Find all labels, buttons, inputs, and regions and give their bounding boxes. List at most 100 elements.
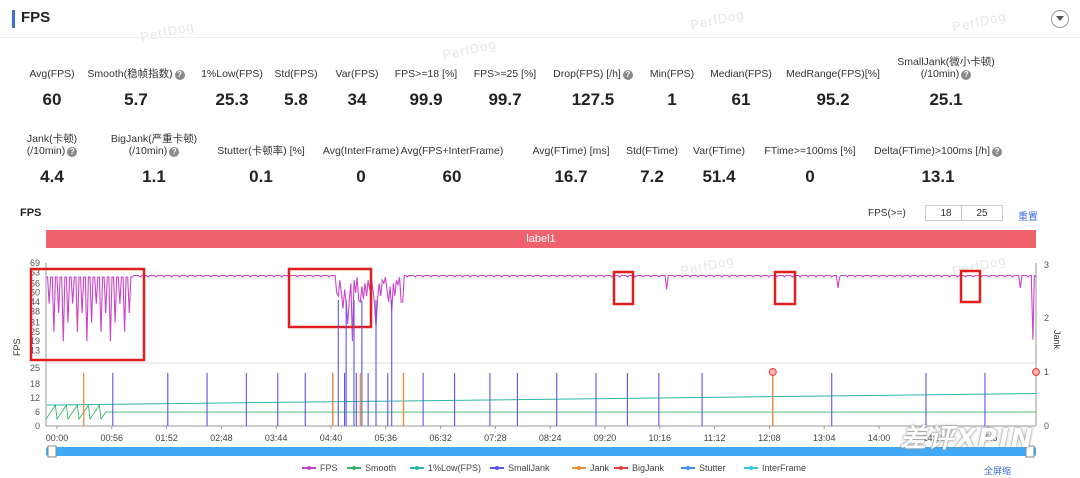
metric-label: SmallJank(微小卡顿) <box>881 56 1011 68</box>
metric-value: 16.7 <box>554 167 588 186</box>
right-axis-title: Jank <box>1052 330 1062 350</box>
x-tick-label: 13:04 <box>813 433 836 443</box>
threshold-25-input[interactable] <box>961 205 1003 221</box>
metric-row1-0: Avg(FPS) 60 <box>0 68 117 109</box>
help-icon[interactable]: ? <box>169 147 180 157</box>
metric-label-text: Jank(卡顿) <box>26 133 78 145</box>
metric-label-text: FPS>=25 [%] <box>473 68 537 80</box>
legend-label: Smooth <box>365 463 396 473</box>
fullscreen-link[interactable]: 全屏缩 <box>984 466 1012 476</box>
legend-label: FPS <box>320 463 338 473</box>
metric-label-text: Avg(FTime) [ms] <box>532 145 610 157</box>
title-accent-bar <box>12 10 15 28</box>
reset-button[interactable]: 重置 <box>1018 212 1038 223</box>
metric-label-text: Avg(FPS+InterFrame) <box>400 145 504 157</box>
legend-label: SmallJank <box>508 463 550 473</box>
metric-row2-5: Avg(FTime) [ms] 16.7 <box>506 145 636 186</box>
metric-label-unit-text: (/10min) <box>920 68 960 80</box>
metric-value: 51.4 <box>702 167 736 186</box>
help-icon[interactable]: ? <box>174 70 185 80</box>
label-bar[interactable]: label1 <box>46 230 1036 248</box>
right-tick-label: 1 <box>1044 367 1049 377</box>
x-tick-label: 03:44 <box>265 433 288 443</box>
metric-label-text: Var(FTime) <box>693 145 745 157</box>
right-tick-label: 3 <box>1044 260 1049 270</box>
metric-row2-0: Jank(卡顿) (/10min)? 4.4 <box>0 133 117 186</box>
highlight-box-start <box>29 267 146 362</box>
metric-value: 1.1 <box>142 167 166 186</box>
metric-label-unit-text: (/10min) <box>26 145 66 157</box>
metric-value: 5.7 <box>124 90 148 109</box>
x-tick-label: 12:08 <box>758 433 781 443</box>
highlight-box-dip-2 <box>773 270 797 306</box>
metric-row2-7: Var(FTime) 51.4 <box>654 145 784 186</box>
collapse-button[interactable] <box>1051 10 1069 28</box>
metric-label-text: Avg(InterFrame) <box>322 145 400 157</box>
metric-label: Min(FPS) <box>607 68 737 80</box>
metric-row2-2: Stutter(卡顿率) [%] 0.1 <box>196 145 326 186</box>
metric-label-text: Std(FTime) <box>625 145 679 157</box>
metric-label-text: Avg(FPS) <box>29 68 75 80</box>
metric-label: Stutter(卡顿率) [%] <box>196 145 326 157</box>
metric-label: Delta(FTime)>100ms [/h]? <box>873 145 1003 157</box>
metric-value: 99.9 <box>409 90 443 109</box>
metric-row1-10: MedRange(FPS)[%] 95.2 <box>768 68 898 109</box>
metric-value: 0.1 <box>249 167 273 186</box>
x-tick-label: 02:48 <box>210 433 233 443</box>
legend-label: 1%Low(FPS) <box>428 463 481 473</box>
metric-label-text: Median(FPS) <box>710 68 772 80</box>
x-tick-label: 07:28 <box>484 433 507 443</box>
metric-value: 34 <box>347 90 367 109</box>
x-tick-label: 10:16 <box>649 433 672 443</box>
big-jank-marker <box>1032 368 1040 376</box>
x-tick-label: 14:56 <box>923 433 946 443</box>
metric-value: 7.2 <box>640 167 664 186</box>
legend-label: Stutter <box>699 463 726 473</box>
metric-value: 127.5 <box>571 90 615 109</box>
metric-label-text: Drop(FPS) [/h] <box>553 68 621 80</box>
help-icon[interactable]: ? <box>961 70 972 80</box>
metric-label-text: 1%Low(FPS) <box>201 68 263 80</box>
metric-label: Drop(FPS) [/h]? <box>528 68 658 80</box>
metric-row1-7: Drop(FPS) [/h]? 127.5 <box>528 68 658 109</box>
help-icon[interactable]: ? <box>622 70 633 80</box>
metric-label: Avg(InterFrame) <box>296 145 426 157</box>
threshold-label: FPS(>=) <box>868 208 906 219</box>
x-tick-label: 00:56 <box>101 433 124 443</box>
metric-label: FTime>=100ms [%] <box>745 145 875 157</box>
metric-label-text: Std(FPS) <box>274 68 318 80</box>
one-percent-low-line <box>45 393 1037 406</box>
metric-label: MedRange(FPS)[%] <box>768 68 898 80</box>
help-icon[interactable]: ? <box>67 147 78 157</box>
metric-label-text: MedRange(FPS)[%] <box>786 68 880 80</box>
x-tick-label: 04:40 <box>320 433 343 443</box>
y-tick-label: 13 <box>30 346 40 356</box>
metric-label-unit-text: (/10min) <box>128 145 168 157</box>
help-icon[interactable]: ? <box>992 147 1003 157</box>
chevron-down-icon <box>1056 16 1064 21</box>
metric-label-text: BigJank(严重卡顿) <box>110 133 198 145</box>
y-tick-label: 44 <box>30 297 40 307</box>
metric-value: 25.1 <box>929 90 963 109</box>
legend-dot <box>415 466 419 470</box>
metric-label: Std(FPS) <box>231 68 361 80</box>
legend-label: Jank <box>590 463 610 473</box>
x-tick-label: 01:52 <box>155 433 178 443</box>
y-tick-label: 19 <box>30 336 40 346</box>
y-tick-label: 12 <box>30 393 40 403</box>
y-axis-title: FPS <box>12 338 22 356</box>
metric-row2-6: Std(FTime) 7.2 <box>587 145 717 186</box>
legend-dot <box>686 466 690 470</box>
metric-label-text: FPS>=18 [%] <box>394 68 458 80</box>
highlight-box-middle <box>287 267 373 329</box>
x-tick-label: 11:12 <box>704 433 726 443</box>
legend-label: InterFrame <box>762 463 806 473</box>
metric-value: 0 <box>805 167 815 186</box>
big-jank-marker <box>768 368 777 376</box>
metric-label: BigJank(严重卡顿) <box>89 133 219 145</box>
x-tick-label: 06:32 <box>429 433 452 443</box>
metric-row2-4: Avg(FPS+InterFrame) 60 <box>387 145 517 186</box>
x-tick-label: 15:5 <box>980 433 998 443</box>
metric-label-text: Smooth(稳帧指数) <box>87 68 173 80</box>
metric-value: 95.2 <box>816 90 850 109</box>
